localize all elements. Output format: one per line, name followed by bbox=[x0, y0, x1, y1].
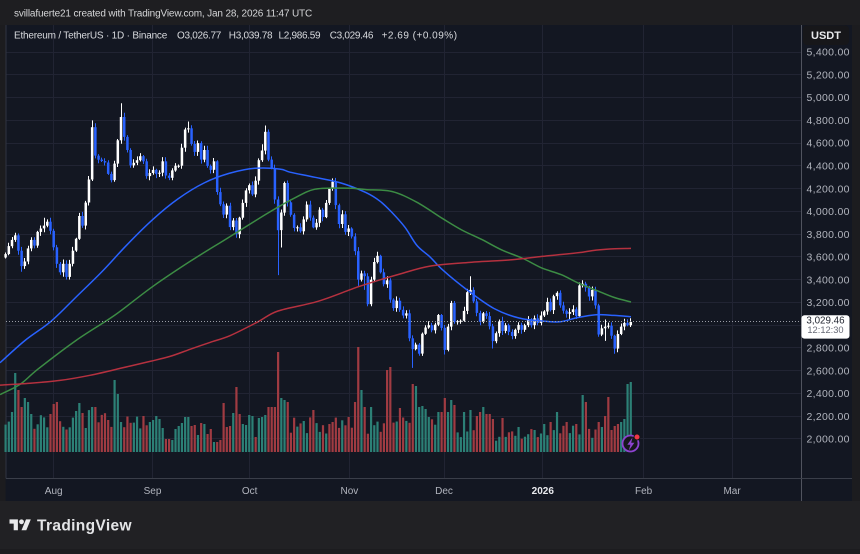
svg-text:2,200.00: 2,200.00 bbox=[807, 411, 850, 423]
svg-text:3,029.46: 3,029.46 bbox=[806, 315, 845, 326]
svg-text:Aug: Aug bbox=[45, 486, 63, 497]
svg-text:Feb: Feb bbox=[635, 486, 653, 497]
svg-text:4,000.00: 4,000.00 bbox=[807, 206, 850, 218]
svg-text:TradingView: TradingView bbox=[37, 518, 132, 535]
svg-text:2,600.00: 2,600.00 bbox=[807, 365, 850, 377]
svg-text:Nov: Nov bbox=[341, 486, 359, 497]
svg-text:L2,986.59: L2,986.59 bbox=[279, 30, 322, 41]
svg-text:3,800.00: 3,800.00 bbox=[807, 229, 850, 241]
svg-text:USDT: USDT bbox=[811, 30, 841, 42]
svg-text:5,000.00: 5,000.00 bbox=[807, 92, 850, 104]
svg-text:4,400.00: 4,400.00 bbox=[807, 161, 850, 173]
svg-text:12:12:30: 12:12:30 bbox=[807, 325, 843, 335]
svg-text:5,400.00: 5,400.00 bbox=[807, 47, 850, 59]
svg-text:O3,026.77: O3,026.77 bbox=[177, 30, 222, 41]
svg-text:4,600.00: 4,600.00 bbox=[807, 138, 850, 150]
svg-text:3,600.00: 3,600.00 bbox=[807, 252, 850, 264]
svg-text:C3,029.46: C3,029.46 bbox=[330, 30, 374, 41]
svg-text:Dec: Dec bbox=[435, 486, 453, 497]
svg-text:Oct: Oct bbox=[242, 486, 258, 497]
svg-text:4,200.00: 4,200.00 bbox=[807, 183, 850, 195]
svg-text:Ethereum / TetherUS · 1D · Bin: Ethereum / TetherUS · 1D · Binance bbox=[14, 30, 168, 41]
svg-text:H3,039.78: H3,039.78 bbox=[229, 30, 273, 41]
svg-text:3,400.00: 3,400.00 bbox=[807, 274, 850, 286]
svg-text:3,200.00: 3,200.00 bbox=[807, 297, 850, 309]
svg-text:2,800.00: 2,800.00 bbox=[807, 343, 850, 355]
svg-text:svillafuerte21 created with Tr: svillafuerte21 created with TradingView.… bbox=[14, 9, 312, 20]
svg-text:2,000.00: 2,000.00 bbox=[807, 434, 850, 446]
svg-text:4,800.00: 4,800.00 bbox=[807, 115, 850, 127]
svg-text:2026: 2026 bbox=[532, 486, 555, 497]
svg-text:5,200.00: 5,200.00 bbox=[807, 70, 850, 82]
svg-text:Mar: Mar bbox=[723, 486, 741, 497]
svg-text:Sep: Sep bbox=[144, 486, 162, 497]
svg-text:+2.69 (+0.09%): +2.69 (+0.09%) bbox=[382, 30, 458, 41]
svg-text:2,400.00: 2,400.00 bbox=[807, 388, 850, 400]
